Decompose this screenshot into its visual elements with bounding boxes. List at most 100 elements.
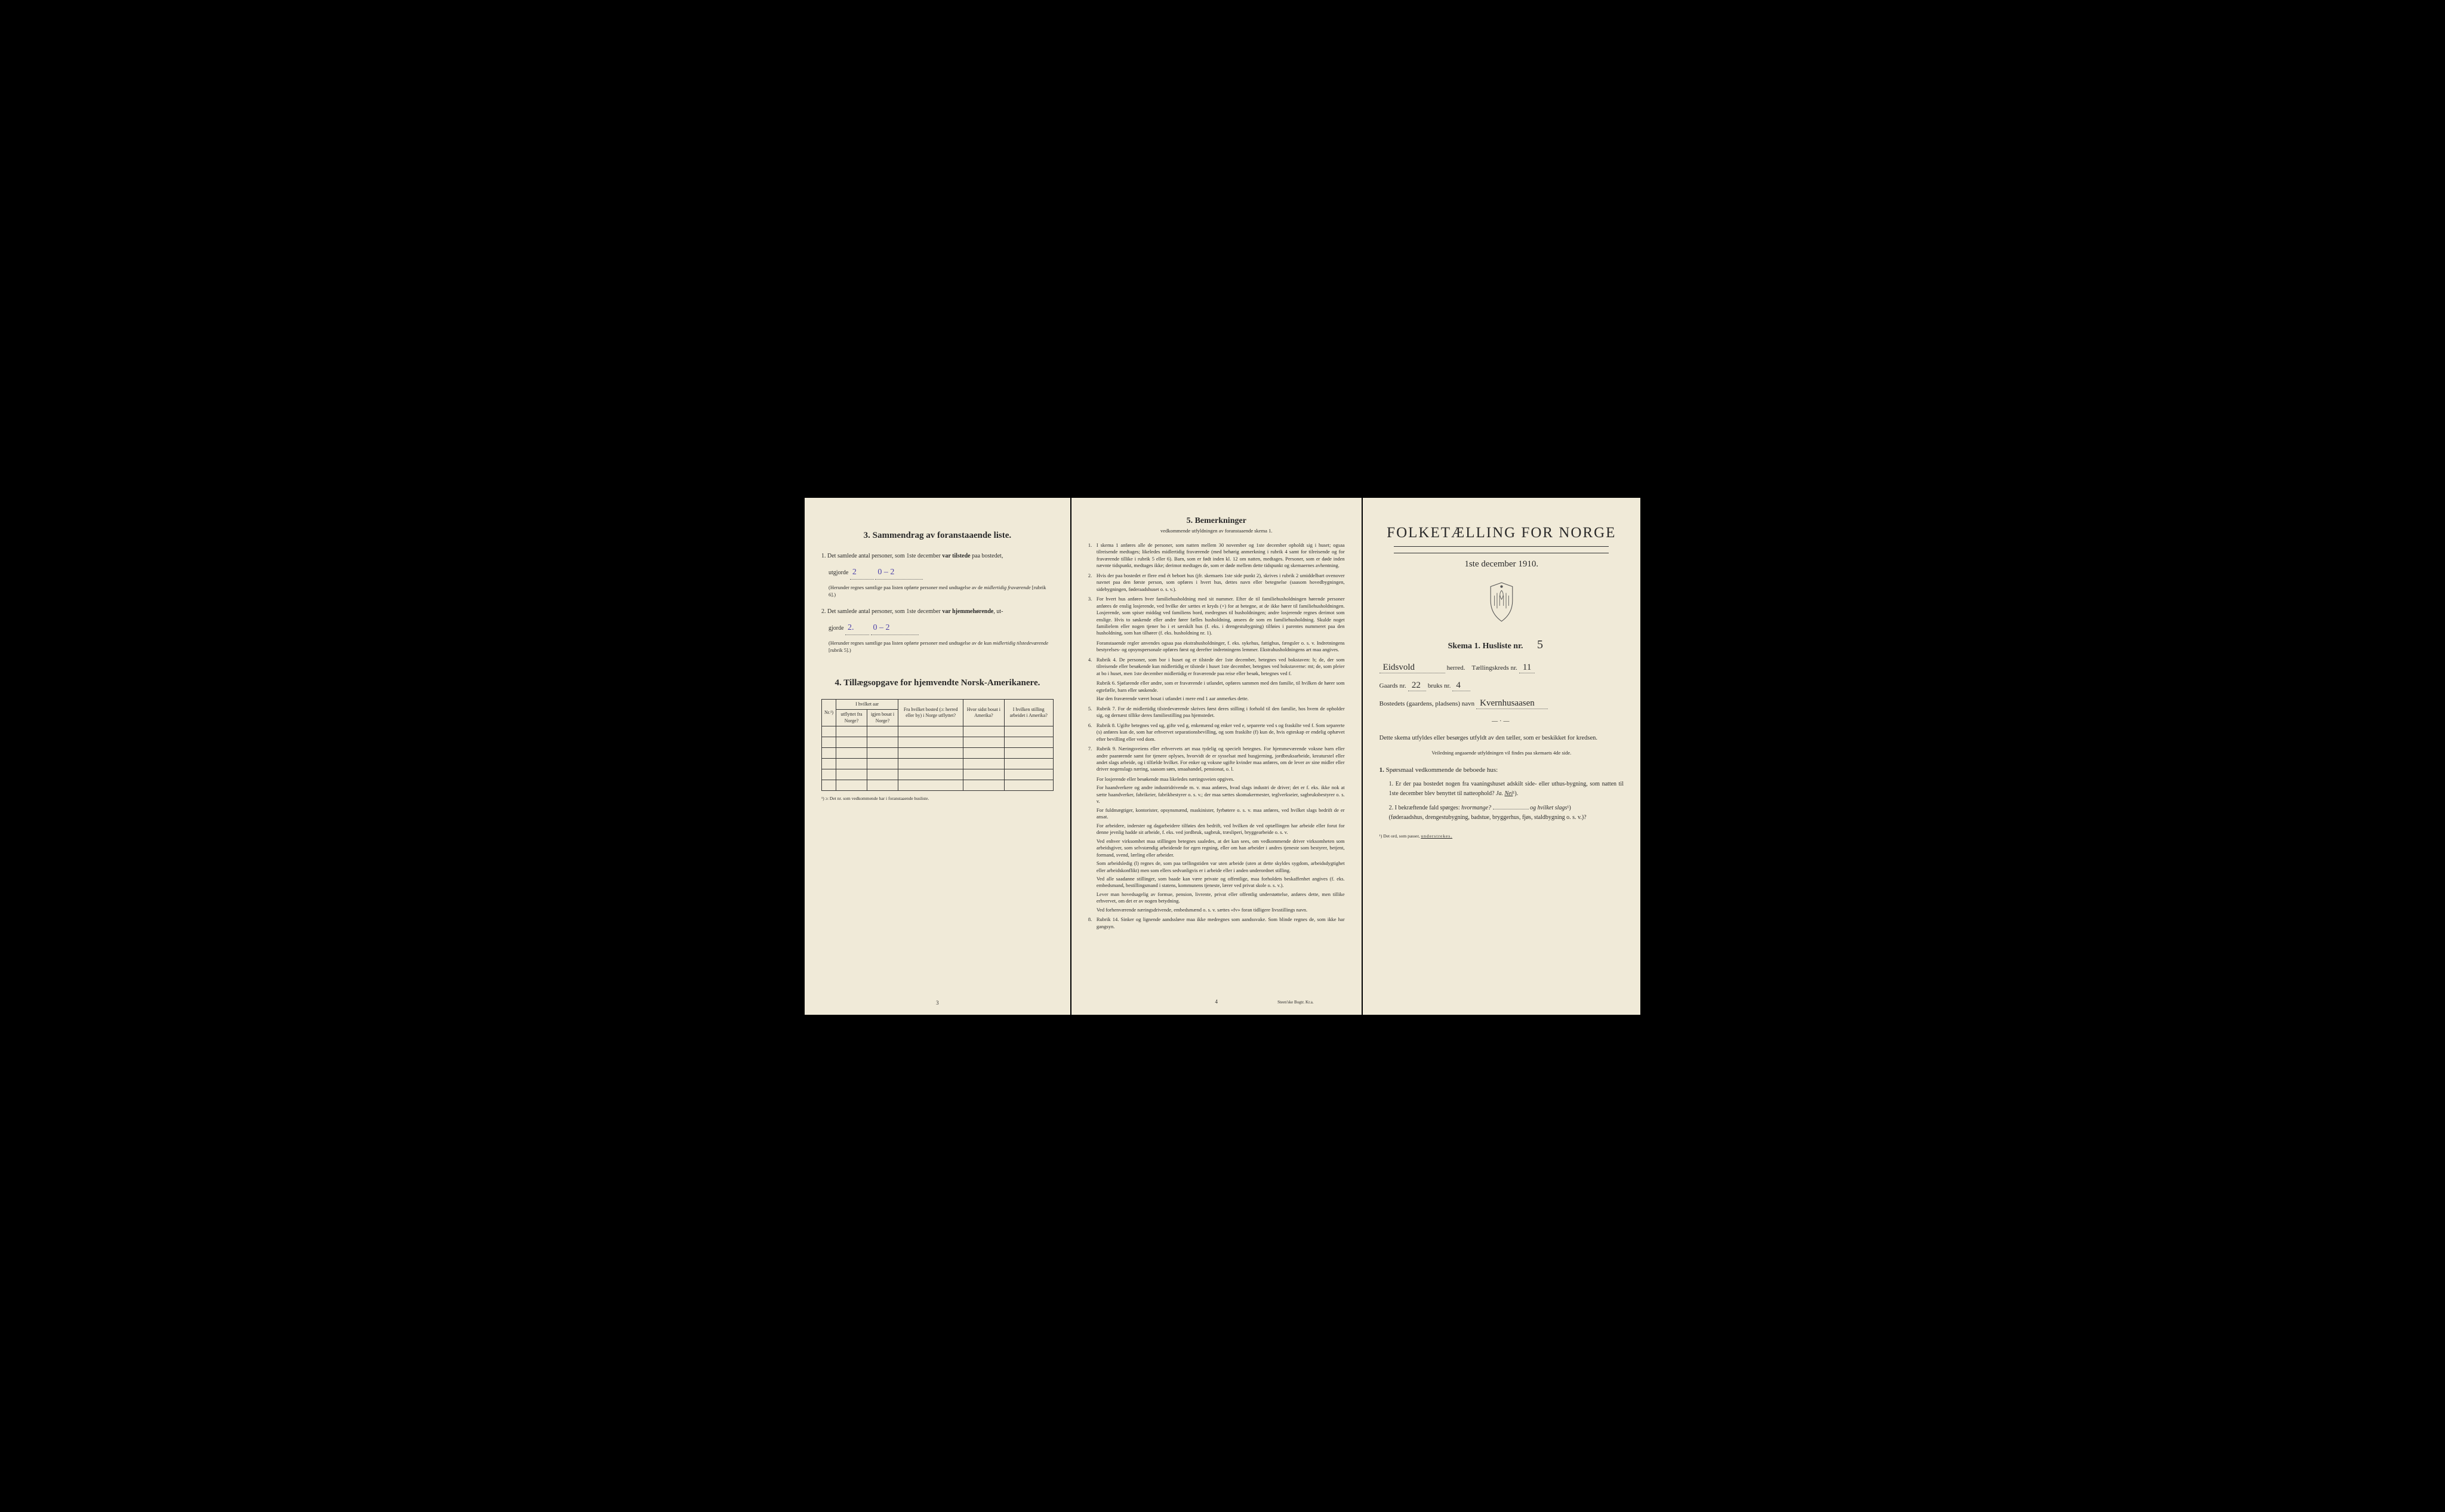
skema-line: Skema 1. Husliste nr. 5 <box>1379 638 1624 652</box>
table-row <box>822 737 1054 748</box>
remark-sub: Lever man hovedsagelig av formue, pensio… <box>1097 891 1345 905</box>
remark-item: 5. Rubrik 7. For de midlertidig tilstedev… <box>1088 706 1345 719</box>
remark-text: Rubrik 14. Sinker og lignende aandssløve… <box>1097 916 1345 929</box>
item-2-note: (Herunder regnes samtlige paa listen opf… <box>829 640 1054 654</box>
section-3-num: 3. <box>864 531 870 540</box>
col-position: I hvilken stilling arbeidet i Amerika? <box>1004 699 1053 726</box>
page-num-4: 4 <box>1215 998 1218 1005</box>
q-heading-num: 1. <box>1379 766 1384 774</box>
remark-text: Lever man hovedsagelig av formue, pensio… <box>1097 891 1345 904</box>
item-1-note-italic: midlertidig fraværende <box>984 584 1030 590</box>
col-year-top: I hvilket aar <box>836 699 898 709</box>
section-3-heading: 3. Sammendrag av foranstaaende liste. <box>821 531 1054 541</box>
item-2-num: 2. <box>821 608 826 615</box>
herred-line: Eidsvold herred. Tællingskreds nr. 11 <box>1379 663 1624 673</box>
remark-item: 1.I skema 1 anføres alle de personer, so… <box>1088 542 1345 569</box>
section-5-title: Bemerkninger <box>1195 516 1246 525</box>
husliste-label: Husliste nr. <box>1483 642 1523 651</box>
remark-sub: Som arbeidsledig (l) regnes de, som paa … <box>1097 860 1345 874</box>
remark-item: 8.Rubrik 14. Sinker og lignende aandsslø… <box>1088 916 1345 930</box>
q1-ja: Ja. <box>1496 790 1503 797</box>
census-title: FOLKETÆLLING FOR NORGE <box>1379 525 1624 541</box>
section-4-heading: 4. Tillægsopgave for hjemvendte Norsk-Am… <box>821 678 1054 688</box>
item-1-note-a: (Herunder regnes samtlige paa listen opf… <box>829 584 984 590</box>
remark-sub: For haandverkere og andre industridriven… <box>1097 784 1345 805</box>
item-1-note: (Herunder regnes samtlige paa listen opf… <box>829 584 1054 599</box>
summary-item-1-line2: utgjorde 2 0 – 2 <box>821 566 1054 580</box>
remark-num: 7. <box>1088 746 1092 752</box>
remark-text: Ved alle saadanne stillinger, som baade … <box>1097 876 1345 888</box>
remark-text: Rubrik 6. Sjøfarende eller andre, som er… <box>1097 680 1345 692</box>
section-3-title: Sammendrag av foranstaaende liste. <box>873 531 1012 540</box>
item-2-text-a: Det samlede antal personer, som 1ste dec… <box>827 608 942 615</box>
remark-num: 4. <box>1088 657 1092 663</box>
table-footnote: ¹) ɔ: Det nr. som vedkommende har i fora… <box>821 796 1054 801</box>
col-emigrated: utflyttet fra Norge? <box>836 710 867 726</box>
footnote-text: ¹) Det ord, som passer, <box>1379 833 1421 839</box>
question-2: 2. I bekræftende fald spørges: hvormange… <box>1389 803 1624 823</box>
col-nr: Nr.¹) <box>822 699 836 726</box>
item-2-range: 0 – 2 <box>871 621 919 635</box>
item-2-text-c: , ut- <box>993 608 1003 615</box>
title-rule-1 <box>1394 546 1609 547</box>
guidance-note: Veiledning angaaende utfyldningen vil fi… <box>1379 750 1624 756</box>
item-1-bold: var tilstede <box>942 553 970 559</box>
remark-num: 2. <box>1088 572 1092 579</box>
census-date: 1ste december 1910. <box>1379 559 1624 569</box>
col-returned: igjen bosat i Norge? <box>867 710 898 726</box>
section-5-num: 5. <box>1187 516 1193 525</box>
remark-text: For losjerende eller besøkende maa likel… <box>1097 776 1234 782</box>
footnote-underline: understrekes. <box>1421 833 1452 839</box>
q-heading-text: Spørsmaal vedkommende de beboede hus: <box>1386 766 1498 774</box>
remark-sub: Rubrik 6. Sjøfarende eller andre, som er… <box>1097 680 1345 694</box>
gaard-value: 22 <box>1408 680 1426 691</box>
table-row <box>822 759 1054 769</box>
herred-label: herred. <box>1447 664 1465 672</box>
bosted-value: Kvernhusaasen <box>1476 698 1548 709</box>
remark-text: Rubrik 4. De personer, som bor i huset o… <box>1097 657 1345 676</box>
right-footnote: ¹) Det ord, som passer, understrekes. <box>1379 833 1624 839</box>
summary-item-2: 2. Det samlede antal personer, som 1ste … <box>821 607 1054 617</box>
item-2-utgjorde: gjorde <box>829 625 844 632</box>
ornament-divider: ―·― <box>1379 718 1624 725</box>
item-2-note-end: [rubrik 5].) <box>829 647 851 653</box>
section-5-heading: 5. Bemerkninger <box>1088 516 1345 527</box>
item-1-range: 0 – 2 <box>875 566 923 580</box>
item-2-bold: var hjemmehørende <box>942 608 993 615</box>
remark-num: 6. <box>1088 722 1092 729</box>
q2-hvilket: hvilket slags <box>1538 805 1568 811</box>
remark-item: 6.Rubrik 8. Ugifte betegnes ved ug, gift… <box>1088 722 1345 743</box>
remark-sub: Ved forhenværende næringsdrivende, embed… <box>1097 907 1345 913</box>
panel-page-4: 5. Bemerkninger vedkommende utfyldningen… <box>1071 498 1362 1015</box>
question-1: 1. Er der paa bostedet nogen fra vaaning… <box>1389 780 1624 799</box>
q2-sup: ¹) <box>1567 805 1571 811</box>
questions-heading: 1. Spørsmaal vedkommende de beboede hus: <box>1379 766 1624 774</box>
table-row <box>822 780 1054 791</box>
q2-hvormange: hvormange? <box>1461 805 1491 811</box>
col-america: Hvor sidst bosat i Amerika? <box>963 699 1004 726</box>
section-4-num: 4. <box>834 678 841 688</box>
remark-sub: Foranstaaende regler anvendes ogsaa paa … <box>1097 640 1345 654</box>
item-1-count: 2 <box>850 566 874 580</box>
remark-num: 5. <box>1088 706 1092 712</box>
remark-text: Rubrik 7. For de midlertidig tilstedevær… <box>1097 706 1345 718</box>
remark-sub: For arbeidere, inderster og dagarbeidere… <box>1097 823 1345 836</box>
remark-text: For fuldmægtiger, kontorister, opsynsmæn… <box>1097 807 1345 820</box>
remark-text: Foranstaaende regler anvendes ogsaa paa … <box>1097 640 1345 652</box>
summary-item-1: 1. Det samlede antal personer, som 1ste … <box>821 552 1054 561</box>
item-1-num: 1. <box>821 553 826 559</box>
panel-page-1: FOLKETÆLLING FOR NORGE 1ste december 191… <box>1363 498 1640 1015</box>
remark-text: Hvis der paa bostedet er flere end ét be… <box>1097 572 1345 592</box>
herred-value: Eidsvold <box>1379 663 1445 673</box>
remark-sub: For fuldmægtiger, kontorister, opsynsmæn… <box>1097 807 1345 821</box>
remark-num: 3. <box>1088 596 1092 602</box>
bosted-line: Bostedets (gaardens, pladsens) navn Kver… <box>1379 698 1624 709</box>
col-from: Fra hvilket bosted (ɔ: herred eller by) … <box>898 699 963 726</box>
panel-page-3: 3. Sammendrag av foranstaaende liste. 1.… <box>805 498 1070 1015</box>
gaard-label: Gaards nr. <box>1379 682 1406 689</box>
bruk-label: bruks nr. <box>1428 682 1451 689</box>
remark-text: For arbeidere, inderster og dagarbeidere… <box>1097 823 1345 835</box>
bosted-label: Bostedets (gaardens, pladsens) navn <box>1379 700 1474 707</box>
q2-og: og <box>1530 805 1538 811</box>
remarks-list: 1.I skema 1 anføres alle de personer, so… <box>1088 542 1345 930</box>
